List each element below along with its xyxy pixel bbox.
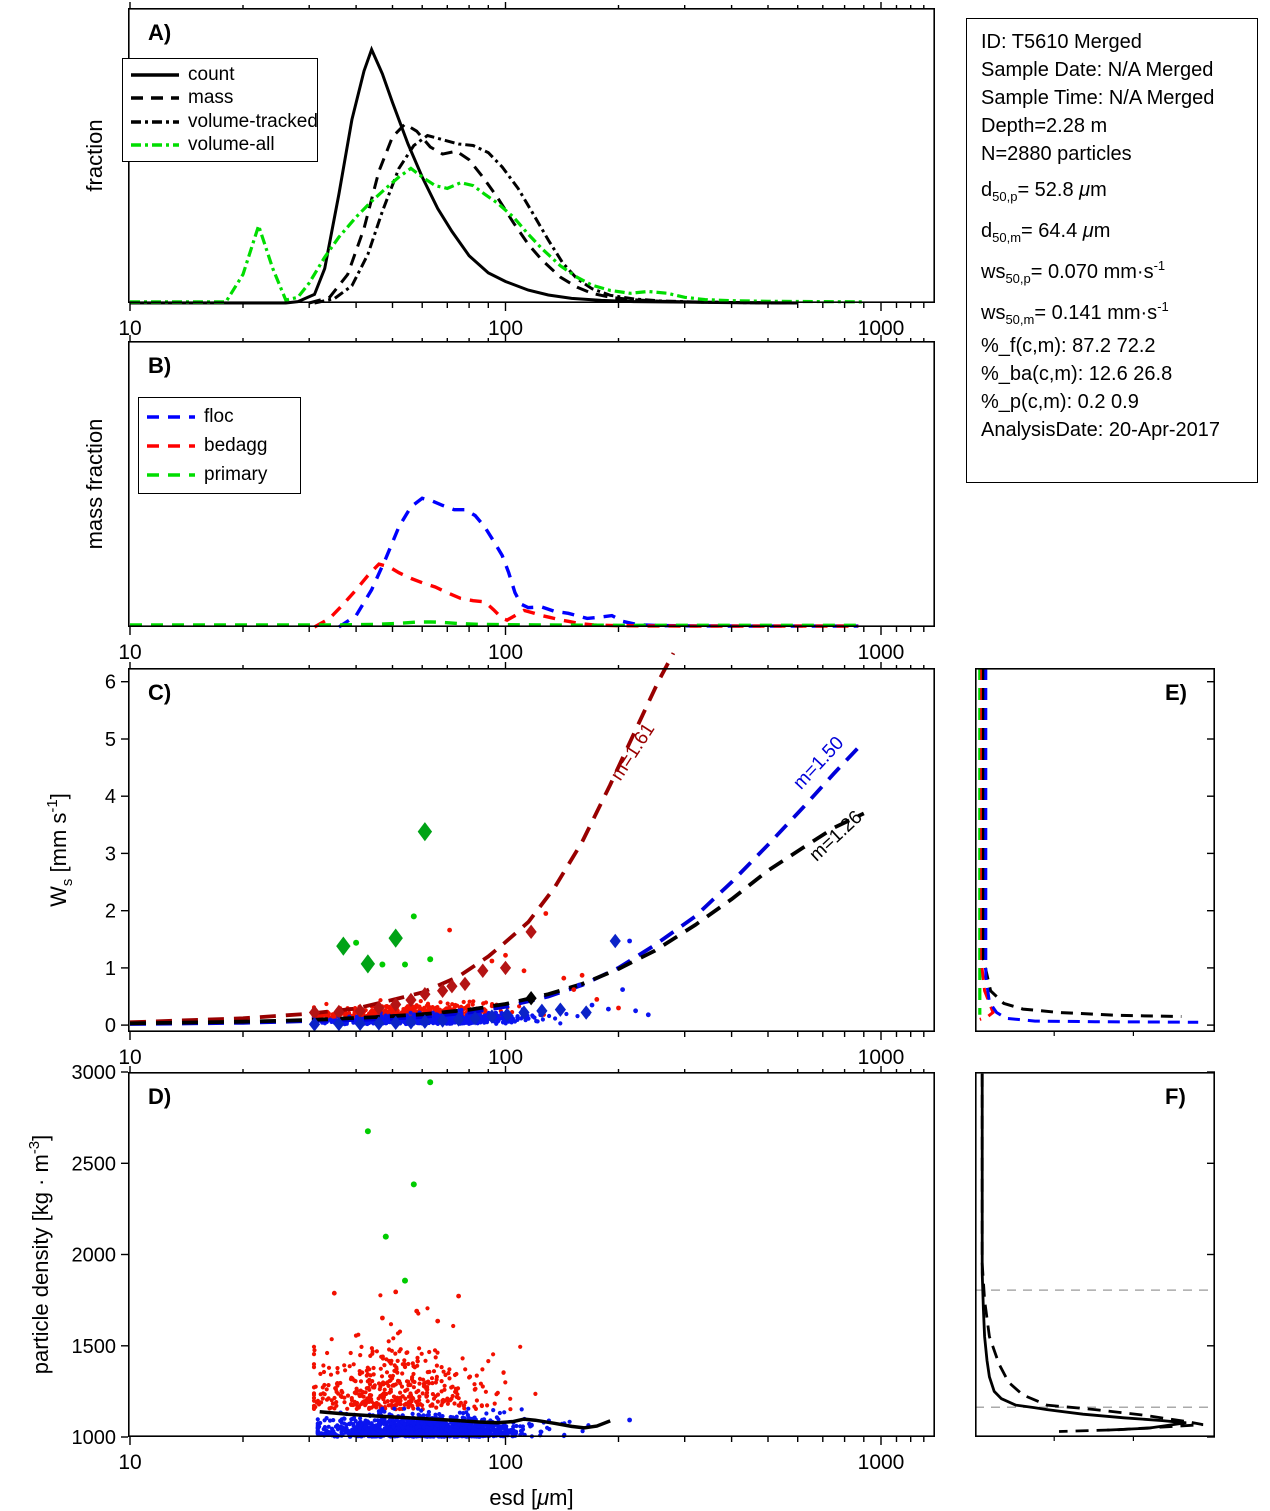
- svg-text:fraction: fraction: [82, 119, 107, 191]
- legend-item-volume-tracked: volume-tracked: [131, 110, 318, 134]
- svg-text:100: 100: [488, 641, 523, 664]
- legend-label: volume-tracked: [188, 110, 318, 132]
- svg-text:esd [μm]: esd [μm]: [489, 1485, 573, 1510]
- info-line: d50,p= 52.8 μm: [981, 179, 1107, 204]
- sample-info-box: ID: T5610 Merged Sample Date: N/A Merged S…: [966, 18, 1258, 483]
- legend-line-sample: [131, 143, 179, 147]
- legend-line-sample: [147, 472, 195, 477]
- svg-text:100: 100: [488, 317, 523, 340]
- svg-text:100: 100: [488, 1046, 523, 1069]
- panel-a-size-distribution: 10 100 1000 fraction A): [82, 2, 936, 340]
- svg-text:0: 0: [105, 1015, 116, 1037]
- svg-text:1500: 1500: [72, 1336, 117, 1358]
- svg-text:mass fraction: mass fraction: [82, 419, 107, 550]
- legend-item-count: count: [131, 63, 309, 87]
- svg-text:1000: 1000: [858, 317, 905, 340]
- info-line: %_f(c,m): 87.2 72.2: [981, 335, 1156, 357]
- legend-line-sample: [131, 96, 179, 100]
- panel-b-mass-fraction: 10 100 1000 mass fraction B): [82, 335, 936, 664]
- info-line: Depth=2.28 m: [981, 115, 1108, 137]
- svg-text:A): A): [148, 20, 171, 45]
- legend-line-sample: [147, 443, 195, 448]
- svg-text:3: 3: [105, 843, 116, 865]
- svg-text:F): F): [1165, 1084, 1186, 1109]
- svg-text:2000: 2000: [72, 1245, 117, 1267]
- svg-text:100: 100: [488, 1451, 523, 1474]
- info-line: Sample Date: N/A Merged: [981, 59, 1214, 81]
- legend-label: bedagg: [204, 434, 268, 456]
- info-line: AnalysisDate: 20-Apr-2017: [981, 419, 1221, 441]
- svg-text:D): D): [148, 1084, 171, 1109]
- info-line: Sample Time: N/A Merged: [981, 87, 1215, 109]
- legend-item-volume-all: volume-all: [131, 134, 309, 158]
- legend-item-mass: mass: [131, 87, 309, 111]
- svg-text:1000: 1000: [858, 1046, 905, 1069]
- panel-f-svg: F): [975, 1071, 1215, 1441]
- legend-label: primary: [204, 463, 268, 485]
- svg-text:E): E): [1165, 680, 1187, 705]
- svg-text:6: 6: [105, 672, 116, 694]
- svg-text:particle density [kg · m-3]: particle density [kg · m-3]: [26, 1135, 53, 1375]
- svg-text:2: 2: [105, 901, 116, 923]
- svg-text:B): B): [148, 353, 171, 378]
- svg-text:m=1.26: m=1.26: [806, 807, 867, 866]
- svg-text:3000: 3000: [72, 1062, 117, 1084]
- legend-label: mass: [188, 87, 234, 109]
- legend-panel-a: count mass volume-tracked volume-all: [122, 58, 318, 162]
- legend-item-primary: primary: [147, 460, 292, 489]
- svg-text:10: 10: [118, 317, 141, 340]
- legend-label: floc: [204, 405, 234, 427]
- info-line: N=2880 particles: [981, 143, 1132, 165]
- svg-text:2500: 2500: [72, 1153, 117, 1175]
- legend-line-sample: [131, 120, 179, 124]
- panel-d-particle-density: 10 100 1000 1000 1500 2000 2500 3000 particle de…: [26, 1062, 936, 1510]
- panel-f-density-profile: F): [975, 1071, 1215, 1441]
- legend-item-floc: floc: [147, 402, 292, 431]
- svg-text:1: 1: [105, 958, 116, 980]
- panel-c-svg: m=1.61 m=1.50 m=1.26 10 100 1000 0 1 2 3 4 5 6 Ws [mm…: [44, 652, 936, 1069]
- svg-text:Ws [mm s-1]: Ws [mm s-1]: [44, 793, 76, 907]
- svg-text:1000: 1000: [858, 1451, 905, 1474]
- svg-text:1000: 1000: [858, 641, 905, 664]
- svg-text:10: 10: [118, 1451, 141, 1474]
- info-line: ws50,m= 0.141 mm·s-1: [981, 299, 1169, 327]
- legend-item-bedagg: bedagg: [147, 431, 292, 460]
- panel-d-svg: 10 100 1000 1000 1500 2000 2500 3000 particle de…: [26, 1062, 936, 1510]
- svg-text:m=1.50: m=1.50: [789, 733, 848, 794]
- panel-e-ws-profile: E): [975, 668, 1215, 1036]
- panel-b-svg: 10 100 1000 mass fraction B): [82, 335, 936, 664]
- panel-a-svg: 10 100 1000 fraction A): [82, 2, 936, 340]
- legend-label: volume-all: [188, 134, 275, 156]
- panel-e-svg: E): [975, 668, 1215, 1036]
- legend-line-sample: [131, 73, 179, 77]
- legend-label: count: [188, 63, 235, 85]
- info-line: ws50,p= 0.070 mm·s-1: [981, 258, 1166, 286]
- legend-panel-b: floc bedagg primary: [138, 397, 301, 494]
- legend-line-sample: [147, 414, 195, 419]
- svg-text:10: 10: [118, 641, 141, 664]
- info-line: %_p(c,m): 0.2 0.9: [981, 391, 1139, 413]
- info-line: ID: T5610 Merged: [981, 31, 1142, 53]
- svg-text:C): C): [148, 680, 171, 705]
- svg-text:4: 4: [105, 786, 116, 808]
- svg-text:10: 10: [118, 1046, 141, 1069]
- panel-c-settling-velocity: m=1.61 m=1.50 m=1.26 10 100 1000 0 1 2 3 4 5 6 Ws [mm…: [44, 652, 936, 1069]
- info-line: %_ba(c,m): 12.6 26.8: [981, 363, 1173, 385]
- info-line: d50,m= 64.4 μm: [981, 220, 1111, 245]
- svg-text:m=1.61: m=1.61: [607, 719, 659, 784]
- svg-text:1000: 1000: [72, 1427, 117, 1449]
- svg-text:5: 5: [105, 729, 116, 751]
